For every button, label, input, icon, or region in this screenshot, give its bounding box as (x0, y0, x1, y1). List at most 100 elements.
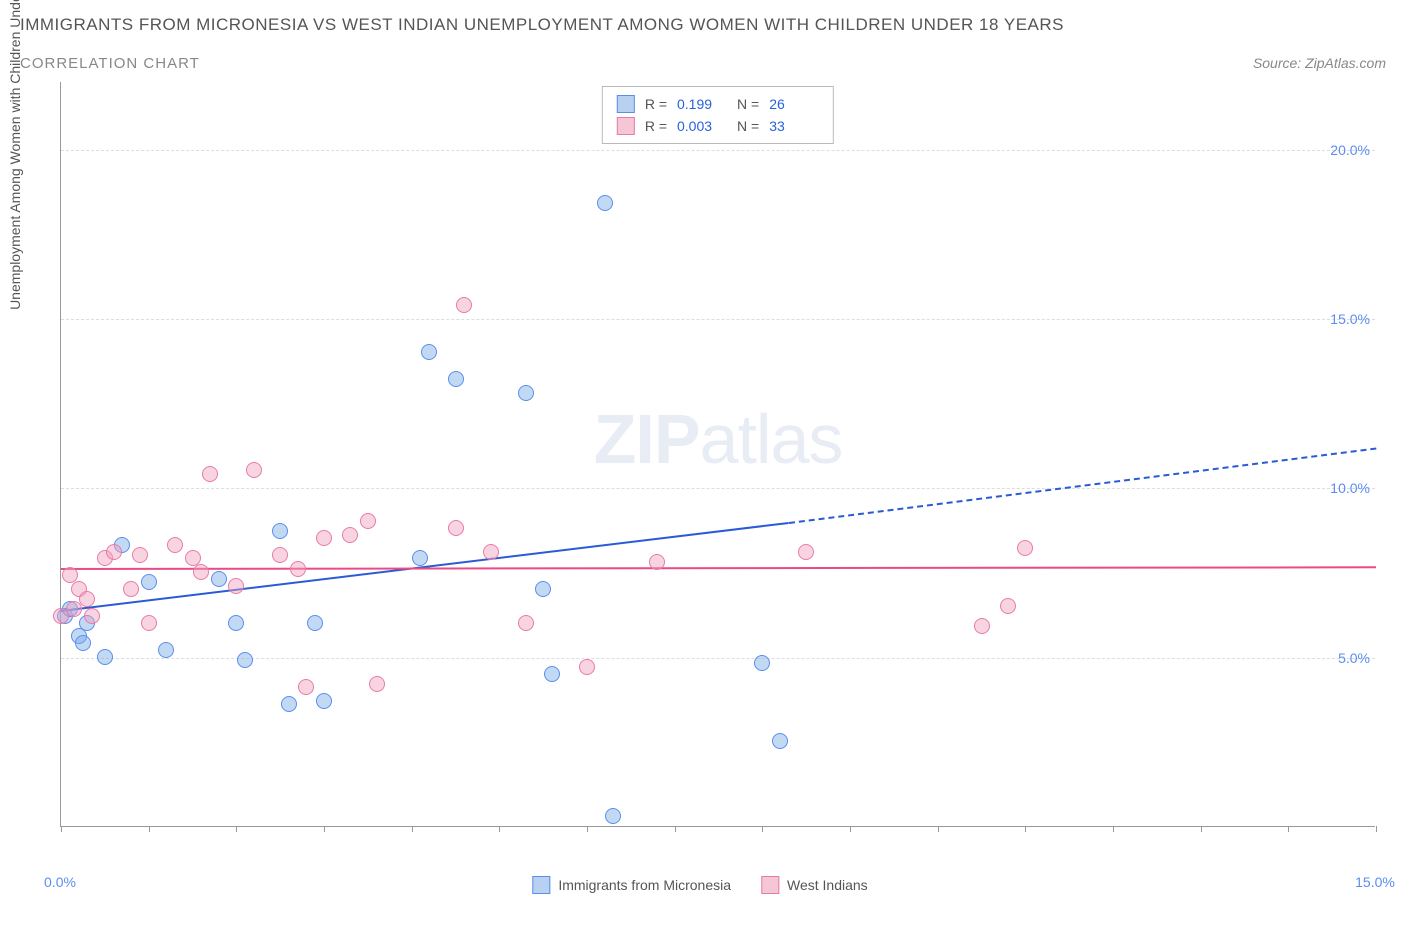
y-tick-label: 15.0% (1330, 311, 1370, 327)
data-point (106, 544, 122, 560)
data-point (246, 462, 262, 478)
x-tick-minor (762, 827, 763, 832)
n-value: 33 (769, 118, 819, 134)
n-label: N = (737, 118, 759, 134)
data-point (316, 530, 332, 546)
data-point (649, 554, 665, 570)
data-point (228, 578, 244, 594)
y-axis-label: Unemployment Among Women with Children U… (7, 0, 23, 310)
n-label: N = (737, 96, 759, 112)
legend-swatch (532, 876, 550, 894)
data-point (1000, 598, 1016, 614)
data-point (84, 608, 100, 624)
data-point (272, 523, 288, 539)
data-point (448, 371, 464, 387)
data-point (158, 642, 174, 658)
y-tick-label: 10.0% (1330, 480, 1370, 496)
data-point (97, 649, 113, 665)
x-tick-label: 15.0% (1355, 874, 1395, 890)
data-point (211, 571, 227, 587)
data-point (483, 544, 499, 560)
chart-subtitle: CORRELATION CHART (20, 55, 200, 72)
data-point (342, 527, 358, 543)
data-point (290, 561, 306, 577)
data-point (123, 581, 139, 597)
data-point (75, 635, 91, 651)
legend-swatch (617, 117, 635, 135)
data-point (754, 655, 770, 671)
data-point (272, 547, 288, 563)
data-point (421, 344, 437, 360)
legend-swatch (617, 95, 635, 113)
legend-swatch (761, 876, 779, 894)
x-tick-minor (1288, 827, 1289, 832)
data-point (79, 591, 95, 607)
data-point (974, 618, 990, 634)
chart-area: Unemployment Among Women with Children U… (20, 82, 1380, 862)
data-point (237, 652, 253, 668)
legend-label: West Indians (787, 877, 868, 893)
r-value: 0.199 (677, 96, 727, 112)
data-point (369, 676, 385, 692)
x-tick-minor (675, 827, 676, 832)
data-point (412, 550, 428, 566)
data-point (316, 693, 332, 709)
r-label: R = (645, 96, 667, 112)
legend-label: Immigrants from Micronesia (558, 877, 731, 893)
y-tick-label: 5.0% (1338, 650, 1370, 666)
trend-line (788, 448, 1376, 524)
data-point (167, 537, 183, 553)
data-point (544, 666, 560, 682)
gridline (61, 488, 1375, 489)
data-point (298, 679, 314, 695)
data-point (281, 696, 297, 712)
chart-title: IMMIGRANTS FROM MICRONESIA VS WEST INDIA… (20, 15, 1386, 35)
x-tick-label: 0.0% (44, 874, 76, 890)
trend-line (61, 566, 1376, 570)
data-point (307, 615, 323, 631)
data-point (193, 564, 209, 580)
data-point (518, 385, 534, 401)
r-value: 0.003 (677, 118, 727, 134)
gridline (61, 319, 1375, 320)
data-point (605, 808, 621, 824)
data-point (448, 520, 464, 536)
data-point (141, 574, 157, 590)
legend-row: R = 0.003 N = 33 (617, 115, 819, 137)
data-point (132, 547, 148, 563)
x-tick-minor (412, 827, 413, 832)
data-point (535, 581, 551, 597)
x-tick (499, 826, 500, 832)
y-tick-label: 20.0% (1330, 142, 1370, 158)
data-point (202, 466, 218, 482)
data-point (1017, 540, 1033, 556)
source-attribution: Source: ZipAtlas.com (1253, 55, 1386, 71)
x-tick (1376, 826, 1377, 832)
data-point (798, 544, 814, 560)
r-label: R = (645, 118, 667, 134)
x-tick-minor (236, 827, 237, 832)
data-point (456, 297, 472, 313)
x-tick-minor (850, 827, 851, 832)
data-point (141, 615, 157, 631)
legend-row: R =0.199N =26 (617, 93, 819, 115)
gridline (61, 150, 1375, 151)
data-point (228, 615, 244, 631)
data-point (360, 513, 376, 529)
x-tick (938, 826, 939, 832)
subtitle-row: CORRELATION CHART Source: ZipAtlas.com (20, 55, 1386, 72)
x-tick-minor (1113, 827, 1114, 832)
watermark: ZIPatlas (594, 399, 843, 479)
gridline (61, 658, 1375, 659)
legend-item: Immigrants from Micronesia (532, 876, 731, 894)
scatter-plot: ZIPatlas R =0.199N =26R =0.003N =33 5.0%… (60, 82, 1375, 827)
data-point (597, 195, 613, 211)
x-tick-minor (149, 827, 150, 832)
data-point (579, 659, 595, 675)
x-tick-minor (1025, 827, 1026, 832)
x-tick (61, 826, 62, 832)
legend-item: West Indians (761, 876, 868, 894)
correlation-legend: R =0.199N =26R =0.003N =33 (602, 86, 834, 144)
x-tick-minor (324, 827, 325, 832)
data-point (772, 733, 788, 749)
